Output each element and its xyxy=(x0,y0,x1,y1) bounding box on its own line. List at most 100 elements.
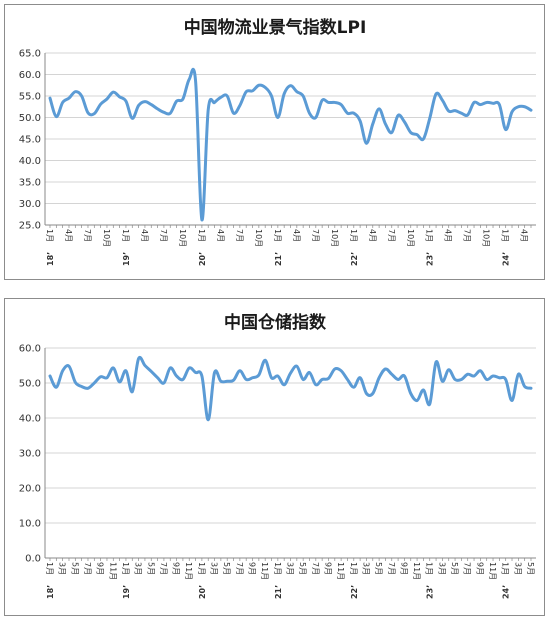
warehouse-data-point xyxy=(156,376,159,379)
lpi-data-point xyxy=(511,110,514,113)
warehouse-ytick-label: 60.0 xyxy=(19,344,41,355)
warehouse-year-label: 18’ xyxy=(46,585,55,599)
lpi-xtick-label: 7月 xyxy=(159,229,168,242)
lpi-data-point xyxy=(283,92,286,95)
warehouse-data-point xyxy=(118,380,121,383)
lpi-data-point xyxy=(466,113,469,116)
warehouse-ytick-label: 20.0 xyxy=(19,484,41,495)
lpi-data-point xyxy=(105,98,108,101)
lpi-ytick-label: 40.0 xyxy=(19,156,41,167)
warehouse-year-label: 23’ xyxy=(426,585,435,599)
warehouse-xtick-label: 9月 xyxy=(399,562,408,575)
lpi-data-point xyxy=(352,112,355,115)
lpi-xtick-label: 10月 xyxy=(406,229,415,247)
warehouse-data-point xyxy=(416,399,419,402)
warehouse-xtick-label: 5月 xyxy=(146,562,155,575)
warehouse-data-point xyxy=(289,372,292,375)
lpi-year-label: 21’ xyxy=(274,252,283,266)
warehouse-data-point xyxy=(124,369,127,372)
warehouse-xtick-label: 3月 xyxy=(437,562,446,575)
lpi-xtick-label: 1月 xyxy=(501,229,510,242)
warehouse-data-point xyxy=(175,375,178,378)
warehouse-data-point xyxy=(327,377,330,380)
lpi-chart-title: 中国物流业景气指数LPI xyxy=(184,17,367,38)
warehouse-xtick-label: 5月 xyxy=(526,562,535,575)
lpi-data-point xyxy=(504,128,507,131)
lpi-data-point xyxy=(124,100,127,103)
warehouse-xtick-label: 5月 xyxy=(374,562,383,575)
warehouse-year-label: 20’ xyxy=(198,585,207,599)
warehouse-data-point xyxy=(67,365,70,368)
lpi-data-point xyxy=(302,95,305,98)
warehouse-data-point xyxy=(441,380,444,383)
lpi-ytick-label: 30.0 xyxy=(19,199,41,210)
warehouse-data-point xyxy=(112,366,115,369)
warehouse-data-point xyxy=(49,375,52,378)
warehouse-data-point xyxy=(213,371,216,374)
lpi-data-point xyxy=(264,86,267,89)
warehouse-ytick-label: 0.0 xyxy=(25,554,41,565)
warehouse-xtick-label: 11月 xyxy=(108,562,117,580)
warehouse-xtick-label: 7月 xyxy=(235,562,244,575)
warehouse-ytick-label: 50.0 xyxy=(19,379,41,390)
lpi-data-point xyxy=(49,97,52,100)
lpi-xtick-label: 1月 xyxy=(45,229,54,242)
lpi-data-point xyxy=(523,105,526,108)
lpi-data-point xyxy=(359,119,362,122)
warehouse-xtick-label: 11月 xyxy=(412,562,421,580)
lpi-xtick-label: 7月 xyxy=(463,229,472,242)
lpi-xtick-label: 7月 xyxy=(387,229,396,242)
warehouse-data-point xyxy=(384,368,387,371)
lpi-data-point xyxy=(188,78,191,81)
warehouse-ytick-label: 10.0 xyxy=(19,519,41,530)
lpi-data-point xyxy=(530,109,533,112)
warehouse-data-point xyxy=(390,373,393,376)
warehouse-xtick-label: 7月 xyxy=(83,562,92,575)
lpi-data-point xyxy=(416,133,419,136)
lpi-year-label: 20’ xyxy=(198,252,207,266)
lpi-xtick-label: 4月 xyxy=(292,229,301,242)
lpi-xtick-label: 10月 xyxy=(330,229,339,247)
lpi-xtick-label: 1月 xyxy=(197,229,206,242)
warehouse-data-point xyxy=(435,361,438,364)
warehouse-xtick-label: 5月 xyxy=(222,562,231,575)
warehouse-data-point xyxy=(245,378,248,381)
warehouse-data-point xyxy=(80,385,83,388)
lpi-data-point xyxy=(473,101,476,104)
lpi-xtick-label: 7月 xyxy=(311,229,320,242)
lpi-xtick-label: 1月 xyxy=(349,229,358,242)
warehouse-data-point xyxy=(238,369,241,372)
warehouse-xtick-label: 7月 xyxy=(387,562,396,575)
warehouse-year-label: 21’ xyxy=(274,585,283,599)
warehouse-data-point xyxy=(86,387,89,390)
warehouse-xtick-label: 3月 xyxy=(210,562,219,575)
warehouse-data-point xyxy=(105,376,108,379)
lpi-data-point xyxy=(80,95,83,98)
lpi-data-point xyxy=(460,112,463,115)
lpi-data-point xyxy=(150,103,153,106)
lpi-data-point xyxy=(479,103,482,106)
lpi-data-point xyxy=(371,122,374,125)
lpi-data-point xyxy=(435,92,438,95)
warehouse-data-point xyxy=(143,364,146,367)
lpi-data-point xyxy=(340,103,343,106)
warehouse-data-point xyxy=(283,383,286,386)
lpi-data-point xyxy=(397,114,400,117)
warehouse-data-point xyxy=(93,382,96,385)
warehouse-xtick-label: 7月 xyxy=(159,562,168,575)
warehouse-xtick-label: 5月 xyxy=(70,562,79,575)
warehouse-data-point xyxy=(352,386,355,389)
lpi-data-point xyxy=(333,101,336,104)
warehouse-data-point xyxy=(169,366,172,369)
lpi-xtick-label: 1月 xyxy=(121,229,130,242)
lpi-data-point xyxy=(131,117,134,120)
lpi-data-point xyxy=(137,104,140,107)
lpi-data-point xyxy=(238,104,241,107)
warehouse-data-point xyxy=(346,378,349,381)
lpi-year-label: 19’ xyxy=(122,252,131,266)
warehouse-data-point xyxy=(131,390,134,393)
warehouse-data-point xyxy=(314,383,317,386)
warehouse-xtick-label: 11月 xyxy=(184,562,193,580)
lpi-xtick-label: 4月 xyxy=(140,229,149,242)
lpi-data-point xyxy=(327,101,330,104)
